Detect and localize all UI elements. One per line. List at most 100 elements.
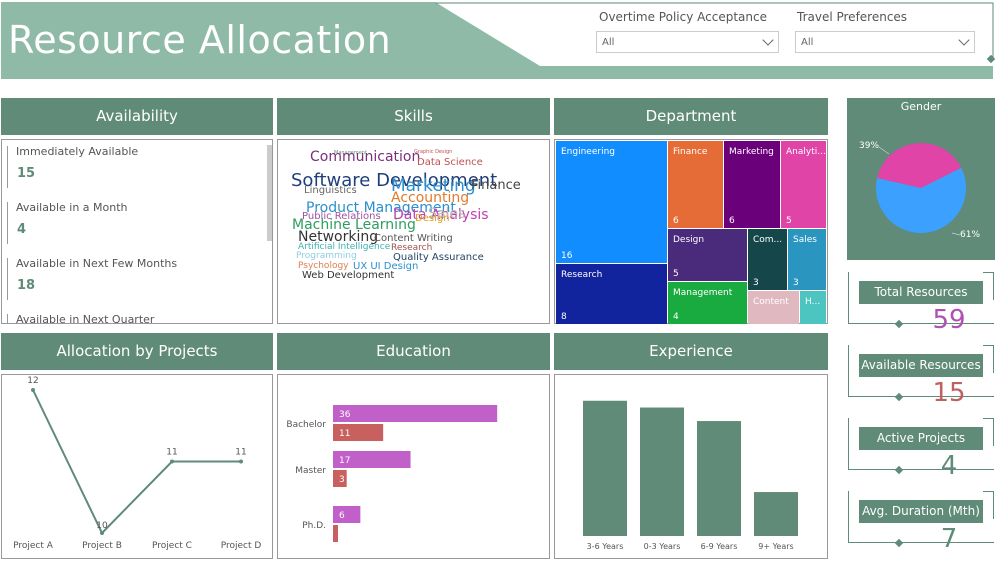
gender-panel: Gender 39% 61% [847,98,995,260]
data-label: 11 [339,429,350,439]
skill-word: Data Analysis [393,207,489,223]
treemap-cell-value: 5 [673,269,679,279]
skill-word: UX UI Design [353,261,419,272]
availability-label: Available in Next Quarter [16,313,155,324]
data-label: 11 [166,448,177,458]
x-tick-label: 9+ Years [758,542,793,551]
x-tick-label: Project B [82,541,122,551]
availability-value: 18 [17,278,36,293]
availability-value: 15 [17,166,36,181]
education-chart: Bachelor 36 11 Master 17 3 Ph.D. 6 [277,374,550,559]
treemap-cell[interactable]: Marketing 6 [724,141,780,228]
treemap-cell-value: 16 [561,251,573,261]
availability-label: Available in a Month [16,201,128,214]
x-tick-label: Project A [13,541,54,551]
treemap-cell-label: Management [673,288,733,298]
treemap-cell[interactable]: Engineering 16 [556,141,667,263]
line-point [31,388,35,392]
treemap-cell-value: 6 [673,216,679,226]
header-banner [1,2,994,79]
kpi-frame [848,418,994,470]
filter-overtime-select[interactable]: All [596,31,779,53]
availability-value: 4 [17,222,27,237]
experience-title: Experience [554,333,828,370]
skill-word: Linguistics [304,185,357,196]
skill-word: Software Development [291,170,498,191]
bar [333,424,384,441]
treemap-cell[interactable]: Com... 3 [748,229,787,290]
line-series [32,389,241,535]
kpi-frame [983,491,994,519]
skill-word: Management [334,150,367,156]
pie-slice-61 [876,167,966,233]
skill-word: Graphic Design [414,149,453,155]
data-label: 36 [339,410,351,420]
projects-title: Allocation by Projects [1,333,273,370]
kpi-label: Active Projects [859,427,983,450]
x-tick-label: Project C [152,541,192,551]
skill-word: Quality Assurance [393,252,484,263]
line-point [239,459,243,464]
kpi-value: 7 [940,524,958,554]
treemap-cell[interactable]: Content [748,291,799,324]
y-tick-label: Master [295,466,326,476]
data-label: 11 [235,448,246,458]
kpi-label: Total Resources [859,281,983,304]
treemap-cell-label: Research [561,270,603,280]
skill-word: Product Management [306,200,456,216]
filter-overtime-label: Overtime Policy Acceptance [599,10,767,24]
y-tick-label: Bachelor [286,420,326,430]
projects-chart: 12 Project A 10 Project B 11 Project C 11 Proje… [1,374,273,559]
skills-wordcloud: Management Graphic Design Communication Dat… [277,139,550,324]
bar [754,492,798,536]
bar [640,407,684,536]
skill-word: Content Writing [374,233,453,244]
treemap-cell-label: Content [753,297,789,307]
kpi-label: Avg. Duration (Mth) [859,500,983,523]
bar [333,470,347,487]
treemap-cell[interactable]: Sales 3 [788,229,826,290]
kpi-label: Available Resources [859,354,983,377]
kpi-value: 4 [940,451,958,481]
bar [333,451,411,468]
treemap-cell-value: 6 [729,216,735,226]
filter-travel-value: All [801,37,814,48]
availability-list[interactable]: Immediately Available 15 Available in a … [1,139,273,324]
treemap-cell[interactable]: Analyti... 5 [781,141,826,228]
x-tick-label: 3-6 Years [587,542,624,551]
skill-word: Research [391,243,433,253]
treemap-cell[interactable]: H... [800,291,826,324]
department-treemap: Engineering 16 Research 8 Finance 6 Marketing 6… [554,139,828,324]
treemap-cell-value: 8 [561,312,567,322]
scrollbar-thumb[interactable] [267,145,272,241]
filter-travel-label: Travel Preferences [797,10,908,24]
filter-overtime-value: All [602,37,615,48]
kpi-frame [983,418,994,446]
treemap-cell-value: 3 [793,278,799,288]
kpi-frame [848,345,994,397]
treemap-cell[interactable]: Management 4 [668,282,747,324]
skill-word: Psychology [298,261,349,271]
treemap-cell-value: 3 [753,278,759,288]
treemap-cell-label: Sales [793,235,817,245]
y-tick-label: Ph.D. [302,521,326,531]
skills-title: Skills [277,98,550,135]
treemap-cell[interactable]: Design 5 [668,229,747,281]
filter-travel-select[interactable]: All [795,31,975,53]
department-title: Department [554,98,828,135]
treemap-cell[interactable]: Research 8 [556,264,667,324]
skill-word: Web Development [302,270,395,281]
bar [333,525,338,542]
treemap-cell-label: Engineering [561,147,615,157]
skill-word: Accounting [391,190,470,206]
skill-word: Data Science [417,157,483,168]
skill-word: Sales [428,206,466,222]
gender-title: Gender [900,100,942,113]
treemap-cell-value: 5 [786,216,792,226]
bar [333,506,361,523]
skill-word: Machine Learning [292,217,416,233]
education-title: Education [277,333,550,370]
treemap-cell[interactable]: Finance 6 [668,141,723,228]
treemap-cell-label: Design [673,235,705,245]
bar [583,400,627,536]
